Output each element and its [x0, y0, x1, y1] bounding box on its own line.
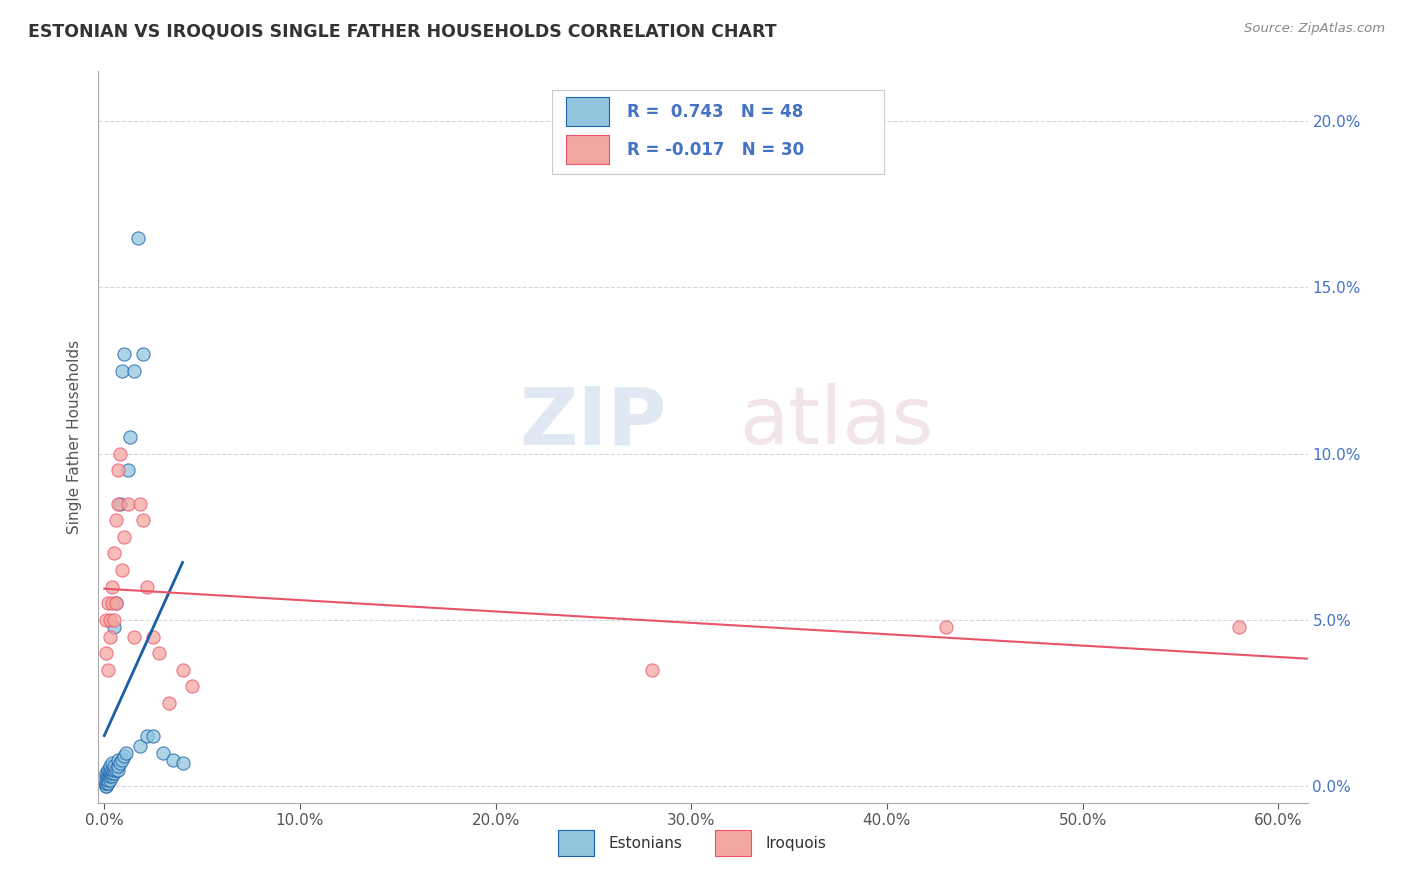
- Point: [112, 530, 135, 544]
- Point: [148, 646, 170, 660]
- Point: [101, 580, 124, 594]
- Point: [117, 463, 139, 477]
- Point: [97, 763, 120, 777]
- Point: [96, 776, 118, 790]
- Point: [112, 749, 135, 764]
- Point: [98, 769, 121, 783]
- Point: [108, 497, 131, 511]
- Point: [101, 769, 124, 783]
- Point: [98, 772, 121, 787]
- Point: [118, 430, 141, 444]
- Point: [98, 630, 121, 644]
- Point: [98, 763, 121, 777]
- Point: [142, 630, 165, 644]
- Text: ZIP: ZIP: [519, 384, 666, 461]
- Text: R = -0.017   N = 30: R = -0.017 N = 30: [627, 141, 804, 159]
- Point: [128, 497, 150, 511]
- Point: [105, 763, 128, 777]
- Point: [98, 765, 121, 780]
- Point: [122, 630, 145, 644]
- Point: [107, 463, 129, 477]
- Point: [152, 746, 174, 760]
- Point: [641, 663, 664, 677]
- Point: [96, 769, 118, 783]
- Point: [97, 776, 120, 790]
- Point: [142, 729, 165, 743]
- Point: [98, 759, 121, 773]
- FancyBboxPatch shape: [567, 135, 609, 164]
- Text: ESTONIAN VS IROQUOIS SINGLE FATHER HOUSEHOLDS CORRELATION CHART: ESTONIAN VS IROQUOIS SINGLE FATHER HOUSE…: [28, 22, 776, 40]
- Point: [98, 613, 121, 627]
- Point: [111, 363, 134, 377]
- Point: [122, 363, 145, 377]
- Point: [105, 513, 128, 527]
- Point: [162, 753, 184, 767]
- Point: [108, 756, 131, 770]
- FancyBboxPatch shape: [567, 97, 609, 127]
- Point: [132, 347, 155, 361]
- Point: [103, 765, 125, 780]
- Point: [107, 753, 129, 767]
- Point: [101, 765, 124, 780]
- Point: [103, 759, 125, 773]
- Point: [103, 546, 125, 560]
- Text: Source: ZipAtlas.com: Source: ZipAtlas.com: [1244, 22, 1385, 36]
- Text: atlas: atlas: [740, 384, 934, 461]
- Point: [172, 663, 194, 677]
- Point: [127, 230, 149, 244]
- Point: [114, 746, 136, 760]
- Point: [103, 619, 125, 633]
- Point: [181, 680, 204, 694]
- Point: [96, 779, 118, 793]
- FancyBboxPatch shape: [558, 830, 595, 855]
- Point: [97, 596, 120, 610]
- Point: [132, 513, 155, 527]
- Point: [136, 580, 159, 594]
- FancyBboxPatch shape: [716, 830, 751, 855]
- Point: [111, 753, 134, 767]
- Point: [105, 596, 128, 610]
- Text: Iroquois: Iroquois: [766, 836, 827, 851]
- Text: R =  0.743   N = 48: R = 0.743 N = 48: [627, 103, 803, 120]
- Point: [107, 497, 129, 511]
- Point: [103, 763, 125, 777]
- Point: [101, 756, 124, 770]
- Point: [96, 646, 118, 660]
- Point: [105, 596, 128, 610]
- Point: [96, 779, 118, 793]
- Point: [157, 696, 180, 710]
- Point: [111, 563, 134, 577]
- Point: [107, 759, 129, 773]
- Point: [935, 619, 957, 633]
- FancyBboxPatch shape: [551, 90, 884, 174]
- Point: [101, 763, 124, 777]
- Point: [96, 776, 118, 790]
- Point: [172, 756, 194, 770]
- Point: [128, 739, 150, 754]
- Point: [112, 347, 135, 361]
- Point: [97, 663, 120, 677]
- Point: [96, 765, 118, 780]
- Point: [101, 596, 124, 610]
- Point: [136, 729, 159, 743]
- Text: Estonians: Estonians: [609, 836, 682, 851]
- Point: [117, 497, 139, 511]
- Point: [103, 613, 125, 627]
- Point: [97, 769, 120, 783]
- Point: [108, 447, 131, 461]
- Point: [97, 772, 120, 787]
- Point: [96, 772, 118, 787]
- Point: [97, 765, 120, 780]
- Point: [107, 763, 129, 777]
- Point: [1227, 619, 1250, 633]
- Y-axis label: Single Father Households: Single Father Households: [67, 340, 83, 534]
- Point: [96, 613, 118, 627]
